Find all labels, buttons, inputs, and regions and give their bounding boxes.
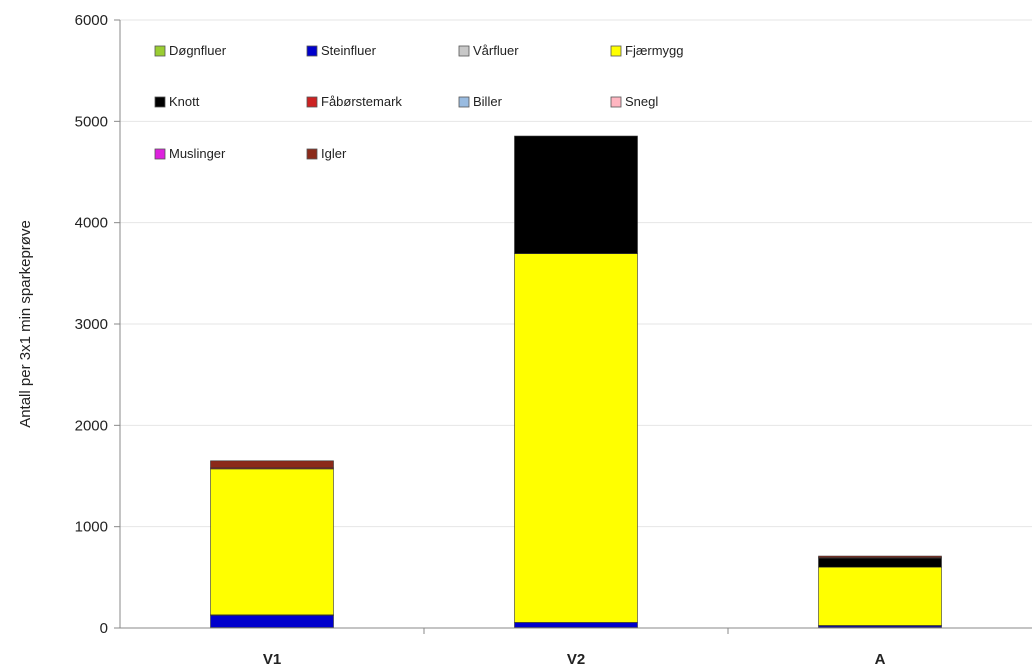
legend-swatch	[306, 148, 318, 160]
legend-swatch	[306, 45, 318, 57]
bar-segment	[514, 135, 638, 254]
y-tick-label: 0	[100, 620, 108, 637]
legend-swatch	[458, 45, 470, 57]
bar-segment	[514, 622, 638, 628]
tick-labels: 0 1000 2000 3000 4000 5000 6000 V1 V2 A	[75, 12, 886, 668]
x-tick-label: A	[875, 651, 886, 668]
legend-label: Igler	[321, 146, 347, 161]
bar-segment	[818, 566, 942, 626]
y-tick-label: 4000	[75, 215, 108, 232]
legend-swatch	[154, 96, 166, 108]
legend-label: Steinfluer	[321, 43, 377, 58]
bar-segment	[210, 615, 334, 628]
legend-label: Fåbørstemark	[321, 94, 402, 109]
y-tick-label: 2000	[75, 417, 108, 434]
x-tick-label: V1	[263, 651, 281, 668]
bar-segment	[818, 557, 942, 568]
bar-segment	[818, 555, 942, 558]
legend-label: Knott	[169, 94, 200, 109]
legend-label: Vårfluer	[473, 43, 519, 58]
y-tick-label: 6000	[75, 12, 108, 29]
legend-label: Snegl	[625, 94, 658, 109]
legend-label: Døgnfluer	[169, 43, 227, 58]
legend-swatch	[306, 96, 318, 108]
legend-label: Biller	[473, 94, 503, 109]
y-tick-label: 1000	[75, 519, 108, 536]
legend-label: Muslinger	[169, 146, 226, 161]
legend-swatch	[458, 96, 470, 108]
legend-swatch	[610, 45, 622, 57]
bar-segment	[210, 468, 334, 616]
legend: Døgnfluer Steinfluer Vårfluer Fjærmygg Knott…	[154, 43, 684, 161]
y-tick-label: 3000	[75, 316, 108, 333]
legend-label: Fjærmygg	[625, 43, 684, 58]
bars	[210, 135, 942, 629]
legend-swatch	[154, 148, 166, 160]
legend-swatch	[610, 96, 622, 108]
x-tick-label: V2	[567, 651, 585, 668]
bar-segment	[514, 253, 638, 623]
y-axis-title: Antall per 3x1 min sparkeprøve	[17, 220, 34, 428]
y-tick-label: 5000	[75, 113, 108, 130]
legend-swatch	[154, 45, 166, 57]
bar-segment	[210, 460, 334, 469]
